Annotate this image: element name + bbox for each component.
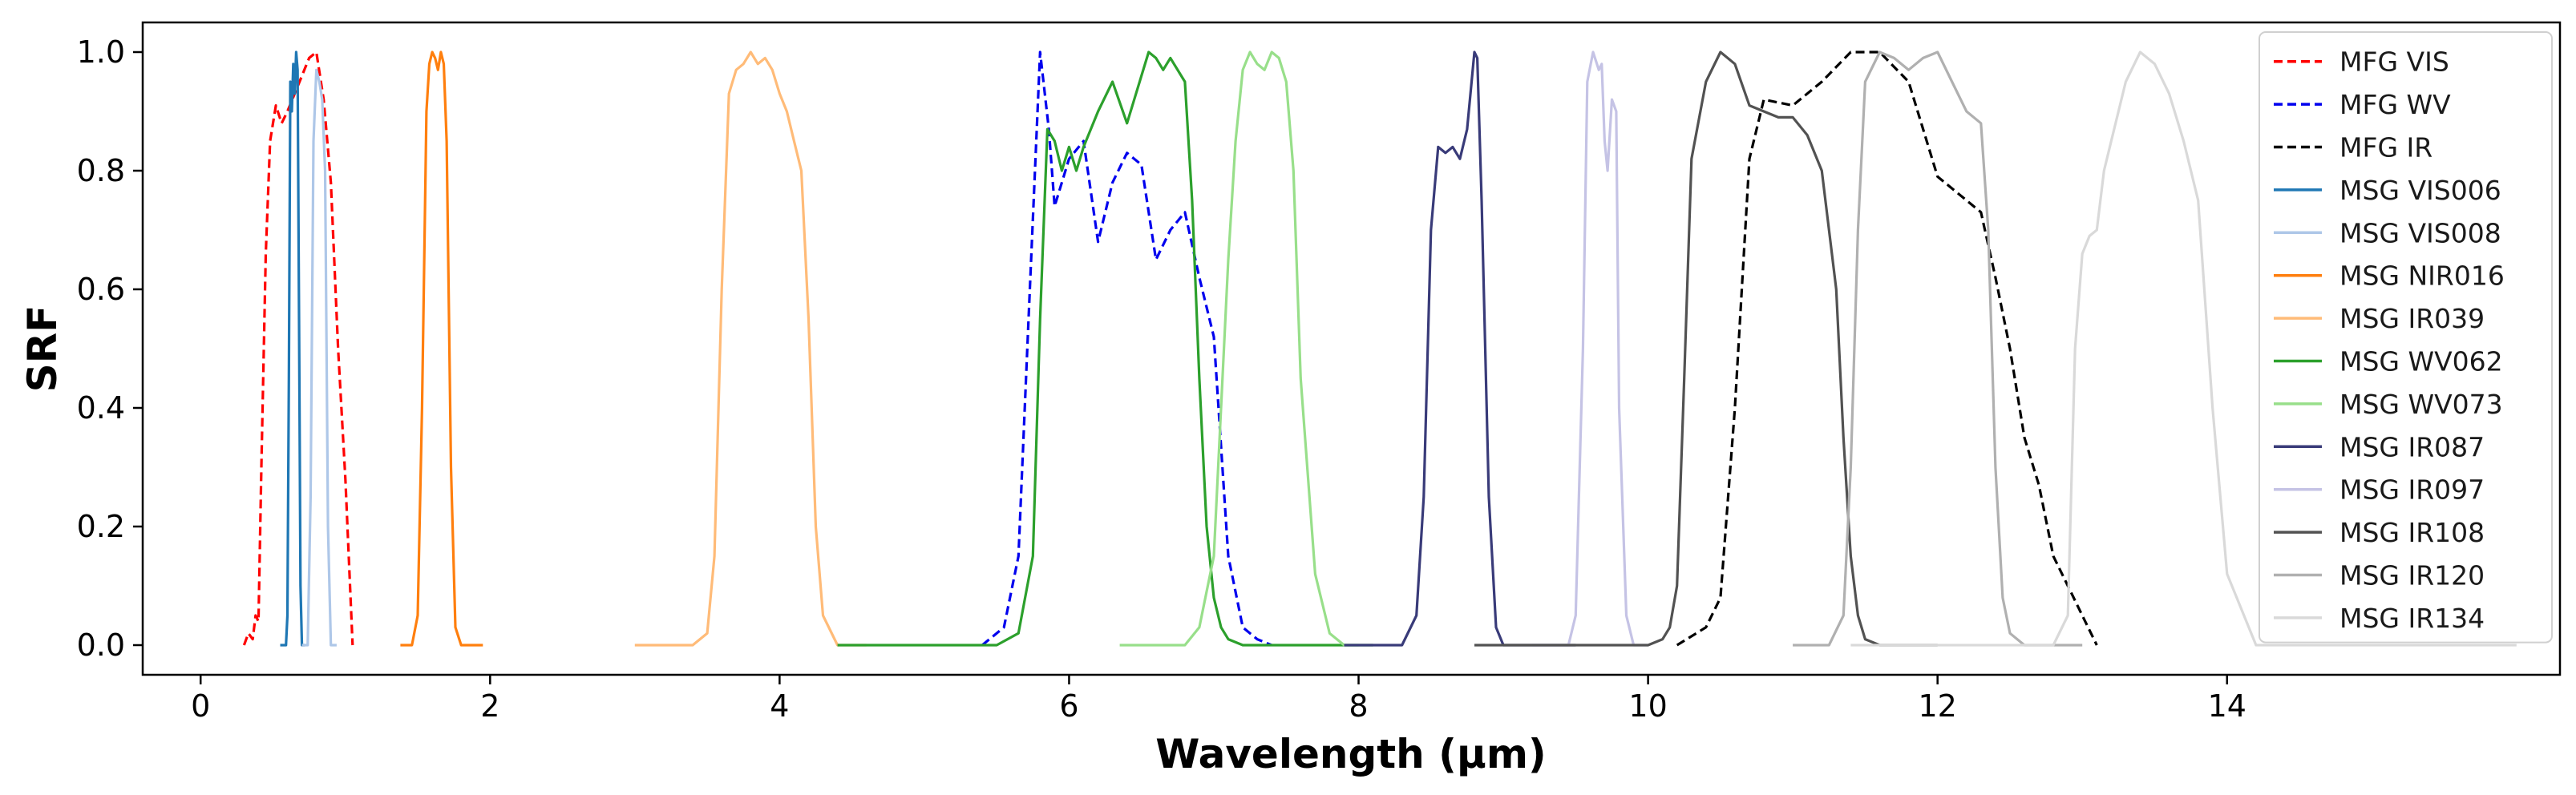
plot-frame — [141, 21, 2562, 676]
legend-label: MFG IR — [2339, 132, 2432, 163]
legend-label: MSG IR097 — [2339, 474, 2485, 506]
series-line-mfg-ir — [1676, 50, 2098, 647]
legend-label: MSG IR039 — [2339, 303, 2485, 334]
x-tick-label: 2 — [480, 688, 499, 724]
y-tick-label: 0.8 — [77, 153, 125, 188]
series-line-mfg-vis — [242, 50, 354, 646]
legend-label: MSG VIS008 — [2339, 217, 2501, 248]
x-tick-label: 8 — [1349, 688, 1368, 724]
legend: MFG VIS MFG WV MFG IR MSG VIS006 MSG VIS008 M… — [2259, 31, 2553, 644]
y-tick-label: 0.0 — [77, 628, 125, 663]
series-line-msg-wv073 — [1119, 50, 1359, 647]
x-tick-label: 10 — [1628, 688, 1667, 724]
legend-label: MFG WV — [2339, 89, 2451, 120]
legend-label: MSG VIS006 — [2339, 175, 2501, 206]
y-tick-label: 0.4 — [77, 390, 125, 426]
x-tick-label: 6 — [1059, 688, 1078, 724]
legend-label: MSG IR134 — [2339, 603, 2485, 634]
y-axis-label: SRF — [19, 305, 66, 393]
series-line-msg-vis006 — [280, 50, 305, 647]
series-line-msg-ir087 — [1344, 50, 1576, 647]
series-line-msg-ir120 — [1793, 50, 2083, 647]
y-tick-label: 0.6 — [77, 272, 125, 307]
series-line-msg-ir097 — [1532, 50, 1648, 647]
series-line-msg-vis008 — [301, 68, 337, 647]
legend-label: MSG IR087 — [2339, 431, 2485, 462]
series-line-msg-wv062 — [837, 50, 1373, 647]
series-line-msg-ir134 — [1850, 50, 2517, 647]
y-tick-label: 1.0 — [77, 34, 125, 70]
series-line-msg-nir016 — [400, 50, 483, 647]
x-axis-label: Wavelength (µm) — [1155, 731, 1547, 777]
series-line-msg-ir039 — [634, 50, 867, 647]
legend-label: MSG IR108 — [2339, 517, 2485, 548]
legend-label: MSG IR120 — [2339, 560, 2485, 591]
y-tick-label: 0.2 — [77, 509, 125, 544]
x-tick-label: 12 — [1919, 688, 1957, 724]
x-tick-label: 4 — [770, 688, 789, 724]
series-line-msg-ir108 — [1474, 50, 1938, 647]
legend-label: MSG WV073 — [2339, 389, 2503, 420]
x-tick-label: 0 — [191, 688, 210, 724]
series-line-mfg-wv — [981, 50, 1272, 647]
legend-label: MSG NIR016 — [2339, 260, 2505, 292]
legend-label: MFG VIS — [2339, 46, 2449, 78]
x-tick-label: 14 — [2208, 688, 2246, 724]
legend-box — [2259, 31, 2553, 644]
legend-label: MSG WV062 — [2339, 346, 2503, 377]
